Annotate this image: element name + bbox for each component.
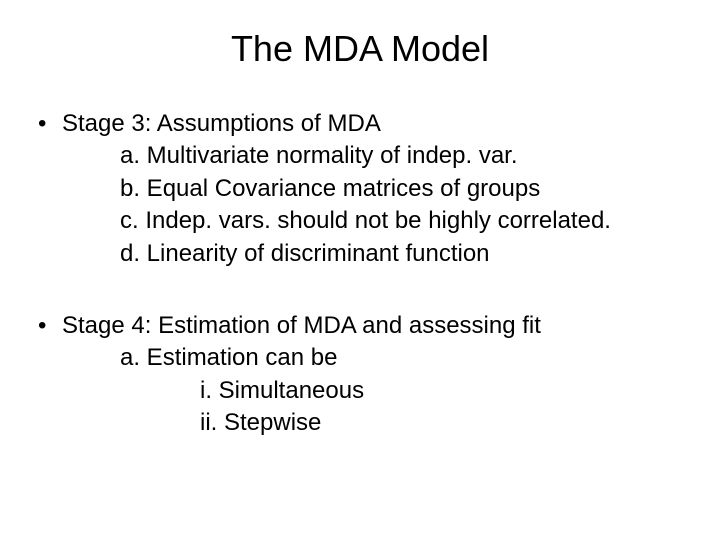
stage3-heading: •Stage 3: Assumptions of MDA (20, 108, 700, 140)
stage4-heading: •Stage 4: Estimation of MDA and assessin… (20, 310, 700, 342)
stage4-section: •Stage 4: Estimation of MDA and assessin… (20, 310, 700, 440)
stage3-heading-text: Stage 3: Assumptions of MDA (62, 110, 381, 137)
slide-title: The MDA Model (20, 28, 700, 70)
stage3-section: •Stage 3: Assumptions of MDA a. Multivar… (20, 108, 700, 270)
stage3-item-a: a. Multivariate normality of indep. var. (20, 140, 700, 172)
stage4-subitem-ii: ii. Stepwise (20, 407, 700, 439)
stage4-subitem-i: i. Simultaneous (20, 375, 700, 407)
stage3-item-c: c. Indep. vars. should not be highly cor… (20, 205, 700, 237)
stage4-item-a: a. Estimation can be (20, 342, 700, 374)
stage4-heading-text: Stage 4: Estimation of MDA and assessing… (62, 312, 541, 339)
stage3-item-b: b. Equal Covariance matrices of groups (20, 173, 700, 205)
stage3-item-d: d. Linearity of discriminant function (20, 238, 700, 270)
